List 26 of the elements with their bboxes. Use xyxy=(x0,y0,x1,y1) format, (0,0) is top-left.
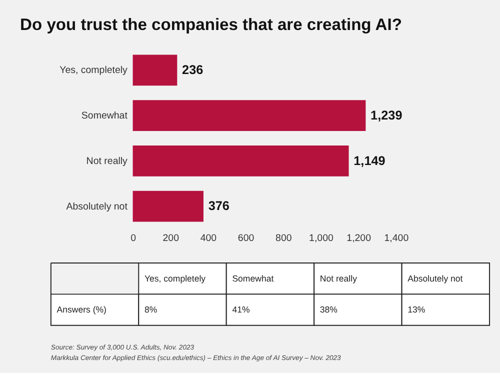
data-label: 1,239 xyxy=(370,108,402,122)
text: 8% xyxy=(144,304,158,315)
x-tick-label: 400 xyxy=(200,233,218,244)
data-label: 376 xyxy=(208,199,230,214)
y-tick-label: Not really xyxy=(86,156,128,167)
text: 38% xyxy=(320,304,338,315)
chart-title: Do you trust the companies that are creating AI? xyxy=(20,15,402,34)
y-tick-label: Yes, completely xyxy=(60,65,128,76)
text: 41% xyxy=(232,304,250,315)
text: Answers (%) xyxy=(56,304,107,315)
data-label: 1,149 xyxy=(354,154,386,168)
x-tick-label: 200 xyxy=(162,233,180,244)
category-label: Somewhat xyxy=(232,274,274,284)
x-tick-label: 600 xyxy=(238,233,255,244)
category-label: Not really xyxy=(320,274,358,284)
category-label: Absolutely not xyxy=(408,274,464,284)
x-tick-label: 0 xyxy=(130,233,137,244)
y-tick-label: Somewhat xyxy=(81,110,128,122)
text: 13% xyxy=(408,304,426,315)
x-tick-label: 800 xyxy=(276,233,292,244)
category-label: Yes, completely xyxy=(144,274,206,284)
x-tick-label: 1,400 xyxy=(384,233,410,244)
data-label: 236 xyxy=(182,63,204,78)
x-tick-label: 1,200 xyxy=(346,233,372,244)
y-tick-label: Absolutely not xyxy=(66,201,128,212)
x-tick-label: 1,000 xyxy=(309,233,334,244)
